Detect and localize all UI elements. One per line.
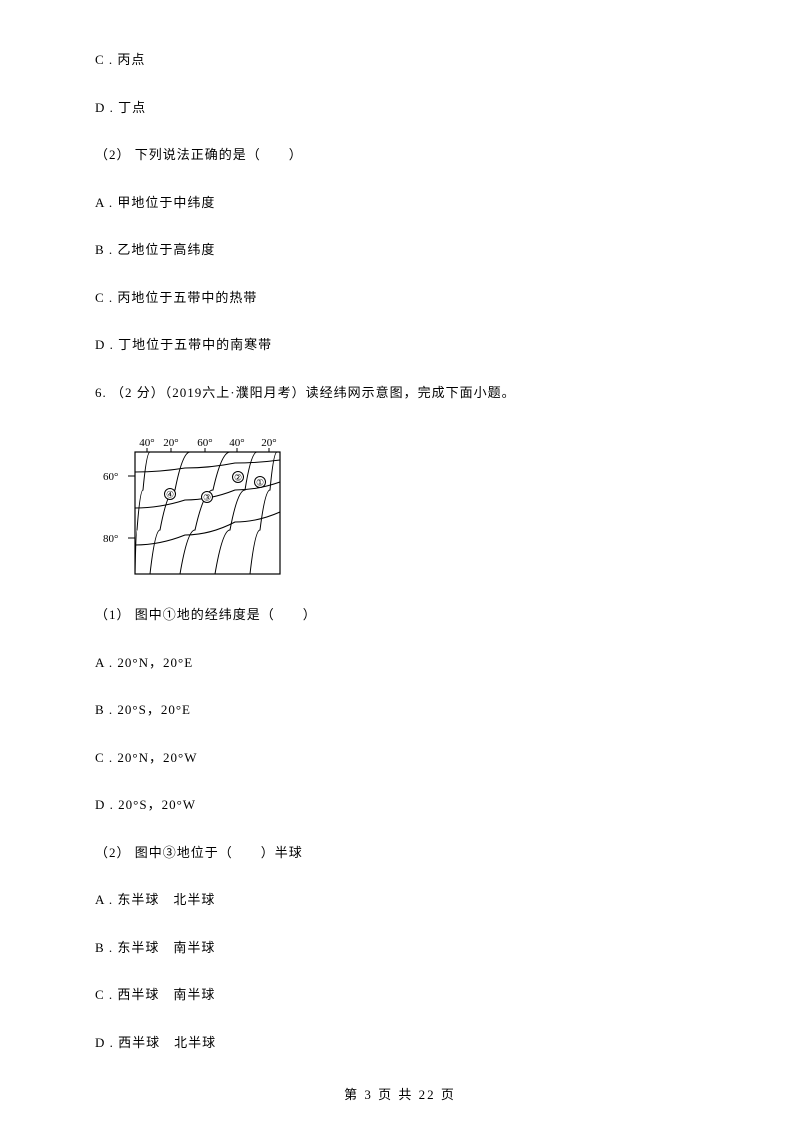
svg-text:④: ④ [166,490,174,500]
svg-text:40°: 40° [139,437,154,449]
prev-q2-opt-a: A . 甲地位于中纬度 [95,193,705,213]
prev-q2-stem: （2） 下列说法正确的是（ ） [95,145,705,165]
page-footer: 第 3 页 共 22 页 [0,1085,800,1105]
q6-sub2-opt-c: C . 西半球 南半球 [95,985,705,1005]
option-d-prev: D . 丁点 [95,98,705,118]
q6-sub1-stem: （1） 图中①地的经纬度是（ ） [95,605,705,625]
svg-text:①: ① [256,478,264,488]
q6-sub2-opt-a: A . 东半球 北半球 [95,890,705,910]
q6-sub2-opt-d: D . 西半球 北半球 [95,1033,705,1053]
q6-sub2-stem: （2） 图中③地位于（ ）半球 [95,843,705,863]
svg-text:60°: 60° [197,437,212,449]
q6-sub1-opt-b: B . 20°S，20°E [95,700,705,720]
q6-sub1-opt-d: D . 20°S，20°W [95,795,705,815]
svg-text:60°: 60° [103,471,118,483]
q6-sub2-opt-b: B . 东半球 南半球 [95,938,705,958]
prev-q2-opt-d: D . 丁地位于五带中的南寒带 [95,335,705,355]
svg-text:20°: 20° [163,437,178,449]
prev-q2-opt-b: B . 乙地位于高纬度 [95,240,705,260]
prev-q2-opt-c: C . 丙地位于五带中的热带 [95,288,705,308]
svg-text:③: ③ [203,493,211,503]
q6-sub1-opt-c: C . 20°N，20°W [95,748,705,768]
q6-sub1-opt-a: A . 20°N，20°E [95,653,705,673]
svg-text:80°: 80° [103,533,118,545]
option-c-prev: C . 丙点 [95,50,705,70]
svg-text:40°: 40° [229,437,244,449]
q6-diagram: 40° 20° 60° 40° 20° 60° 80° ① ② ③ ④ [95,430,705,580]
q6-header: 6. （2 分）（2019六上·濮阳月考）读经纬网示意图，完成下面小题。 [95,383,705,403]
svg-text:②: ② [234,473,242,483]
svg-text:20°: 20° [261,437,276,449]
